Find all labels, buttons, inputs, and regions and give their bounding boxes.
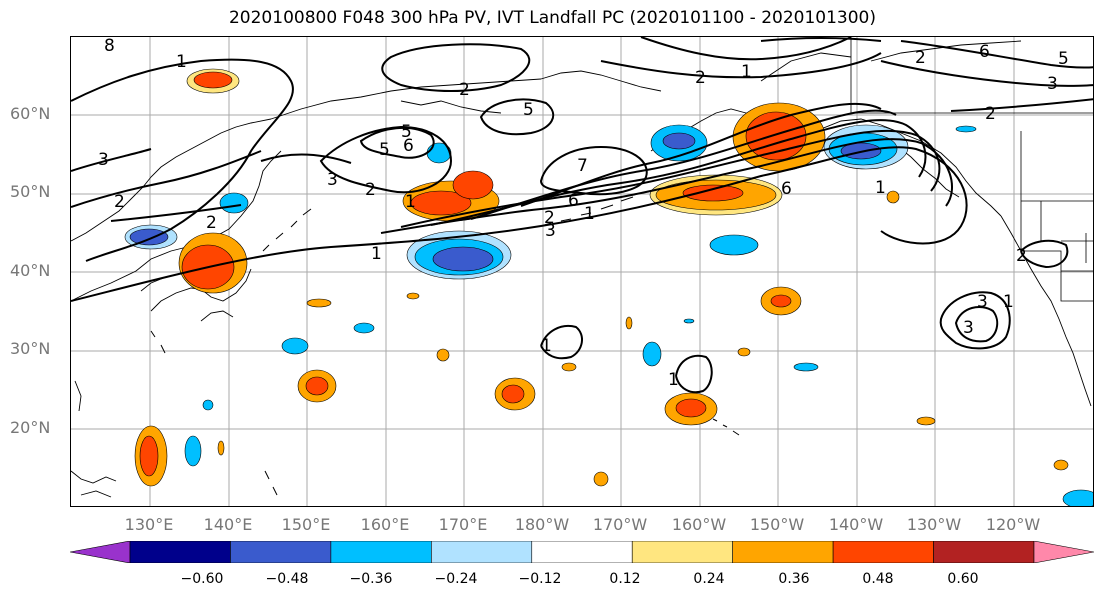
- contour-label: 5: [1058, 49, 1069, 69]
- map-panel: 8 1 2 3 2 2 5 1 6 5 3 2 2 6 5 3 5 2 1 7 …: [70, 36, 1094, 507]
- contour-label: 5: [523, 100, 534, 120]
- colorbar-extend-low: [70, 541, 131, 563]
- contour-label: 1: [176, 52, 187, 72]
- lat-label-30n: 30°N: [10, 339, 51, 358]
- contour-label: 2: [544, 208, 555, 228]
- colorbar-segment: [732, 541, 834, 563]
- lon-label-170e: 170°E: [438, 515, 488, 534]
- contour-label: 1: [541, 336, 552, 356]
- contour-label: 6: [781, 179, 792, 199]
- contour-label: 5: [379, 140, 390, 160]
- contour-label: 6: [979, 42, 990, 62]
- lon-label-150e: 150°E: [281, 515, 331, 534]
- contour-label: 5: [401, 122, 412, 142]
- contour-label: 6: [403, 136, 414, 156]
- colorbar-tick: 0.36: [778, 571, 810, 587]
- contour-labels: 8 1 2 3 2 2 5 1 6 5 3 2 2 6 5 3 5 2 1 7 …: [98, 37, 1069, 390]
- lon-label-140e: 140°E: [203, 515, 253, 534]
- lon-label-130w: 130°W: [906, 515, 962, 534]
- colorbar-segment: [832, 541, 934, 563]
- contour-label: 3: [545, 221, 556, 241]
- colorbar-segment: [330, 541, 432, 563]
- lat-label-20n: 20°N: [10, 418, 51, 437]
- lat-label-40n: 40°N: [10, 261, 51, 280]
- colorbar-segment: [230, 541, 332, 563]
- pv-contours: [71, 37, 1093, 394]
- lon-label-140w: 140°W: [828, 515, 884, 534]
- lon-label-150w: 150°W: [749, 515, 805, 534]
- contour-label: 6: [568, 191, 579, 211]
- map-canvas: 8 1 2 3 2 2 5 1 6 5 3 2 2 6 5 3 5 2 1 7 …: [71, 37, 1093, 506]
- contour-label: 3: [963, 318, 974, 338]
- colorbar-tick: −0.60: [180, 571, 224, 587]
- colorbar-tick: −0.24: [434, 571, 478, 587]
- colorbar-tick: −0.48: [265, 571, 309, 587]
- contour-label: 7: [577, 156, 588, 176]
- contour-label: 3: [977, 292, 988, 312]
- lon-label-130e: 130°E: [124, 515, 174, 534]
- contour-label: 2: [365, 180, 376, 200]
- colorbar-segment: [431, 541, 533, 563]
- contour-label: 2: [985, 104, 996, 124]
- lat-label-50n: 50°N: [10, 182, 51, 201]
- contour-label: 1: [584, 204, 595, 224]
- contour-label: 3: [98, 150, 109, 170]
- contour-label: 1: [405, 192, 416, 212]
- lon-label-120w: 120°W: [985, 515, 1041, 534]
- lat-label-60n: 60°N: [10, 104, 51, 123]
- contour-label: 2: [695, 68, 706, 88]
- colorbar-segment: [531, 541, 633, 563]
- shaded-anomalies: [124, 68, 1093, 506]
- colorbar-tick: −0.12: [518, 571, 562, 587]
- contour-label: 1: [668, 370, 679, 390]
- colorbar-tick: 0.12: [609, 571, 641, 587]
- contour-label: 1: [741, 62, 752, 82]
- contour-label: 1: [371, 244, 382, 264]
- contour-label: 2: [206, 213, 217, 233]
- lon-label-160e: 160°E: [360, 515, 410, 534]
- contour-label: 3: [327, 170, 338, 190]
- contour-label: 2: [114, 192, 125, 212]
- contour-label: 1: [1003, 292, 1014, 312]
- colorbar-tick: 0.48: [862, 571, 894, 587]
- contour-label: 8: [104, 37, 115, 56]
- lon-label-180w: 180°W: [514, 515, 570, 534]
- colorbar-tick: 0.24: [693, 571, 725, 587]
- contour-label: 3: [1047, 74, 1058, 94]
- colorbar-segment: [631, 541, 733, 563]
- map-title: 2020100800 F048 300 hPa PV, IVT Landfall…: [228, 8, 876, 28]
- colorbar-segment: [933, 541, 1035, 563]
- contour-label: 1: [875, 178, 886, 198]
- lon-label-170w: 170°W: [592, 515, 648, 534]
- colorbar-extend-high: [1033, 541, 1094, 563]
- colorbar-segment: [129, 541, 231, 563]
- contour-label: 2: [915, 48, 926, 68]
- contour-label: 2: [459, 80, 470, 100]
- borders: [850, 37, 1093, 302]
- colorbar: [70, 541, 1094, 563]
- colorbar-tick: −0.36: [349, 571, 393, 587]
- contour-label: 2: [1016, 246, 1027, 266]
- lon-label-160w: 160°W: [671, 515, 727, 534]
- colorbar-tick: 0.60: [947, 571, 979, 587]
